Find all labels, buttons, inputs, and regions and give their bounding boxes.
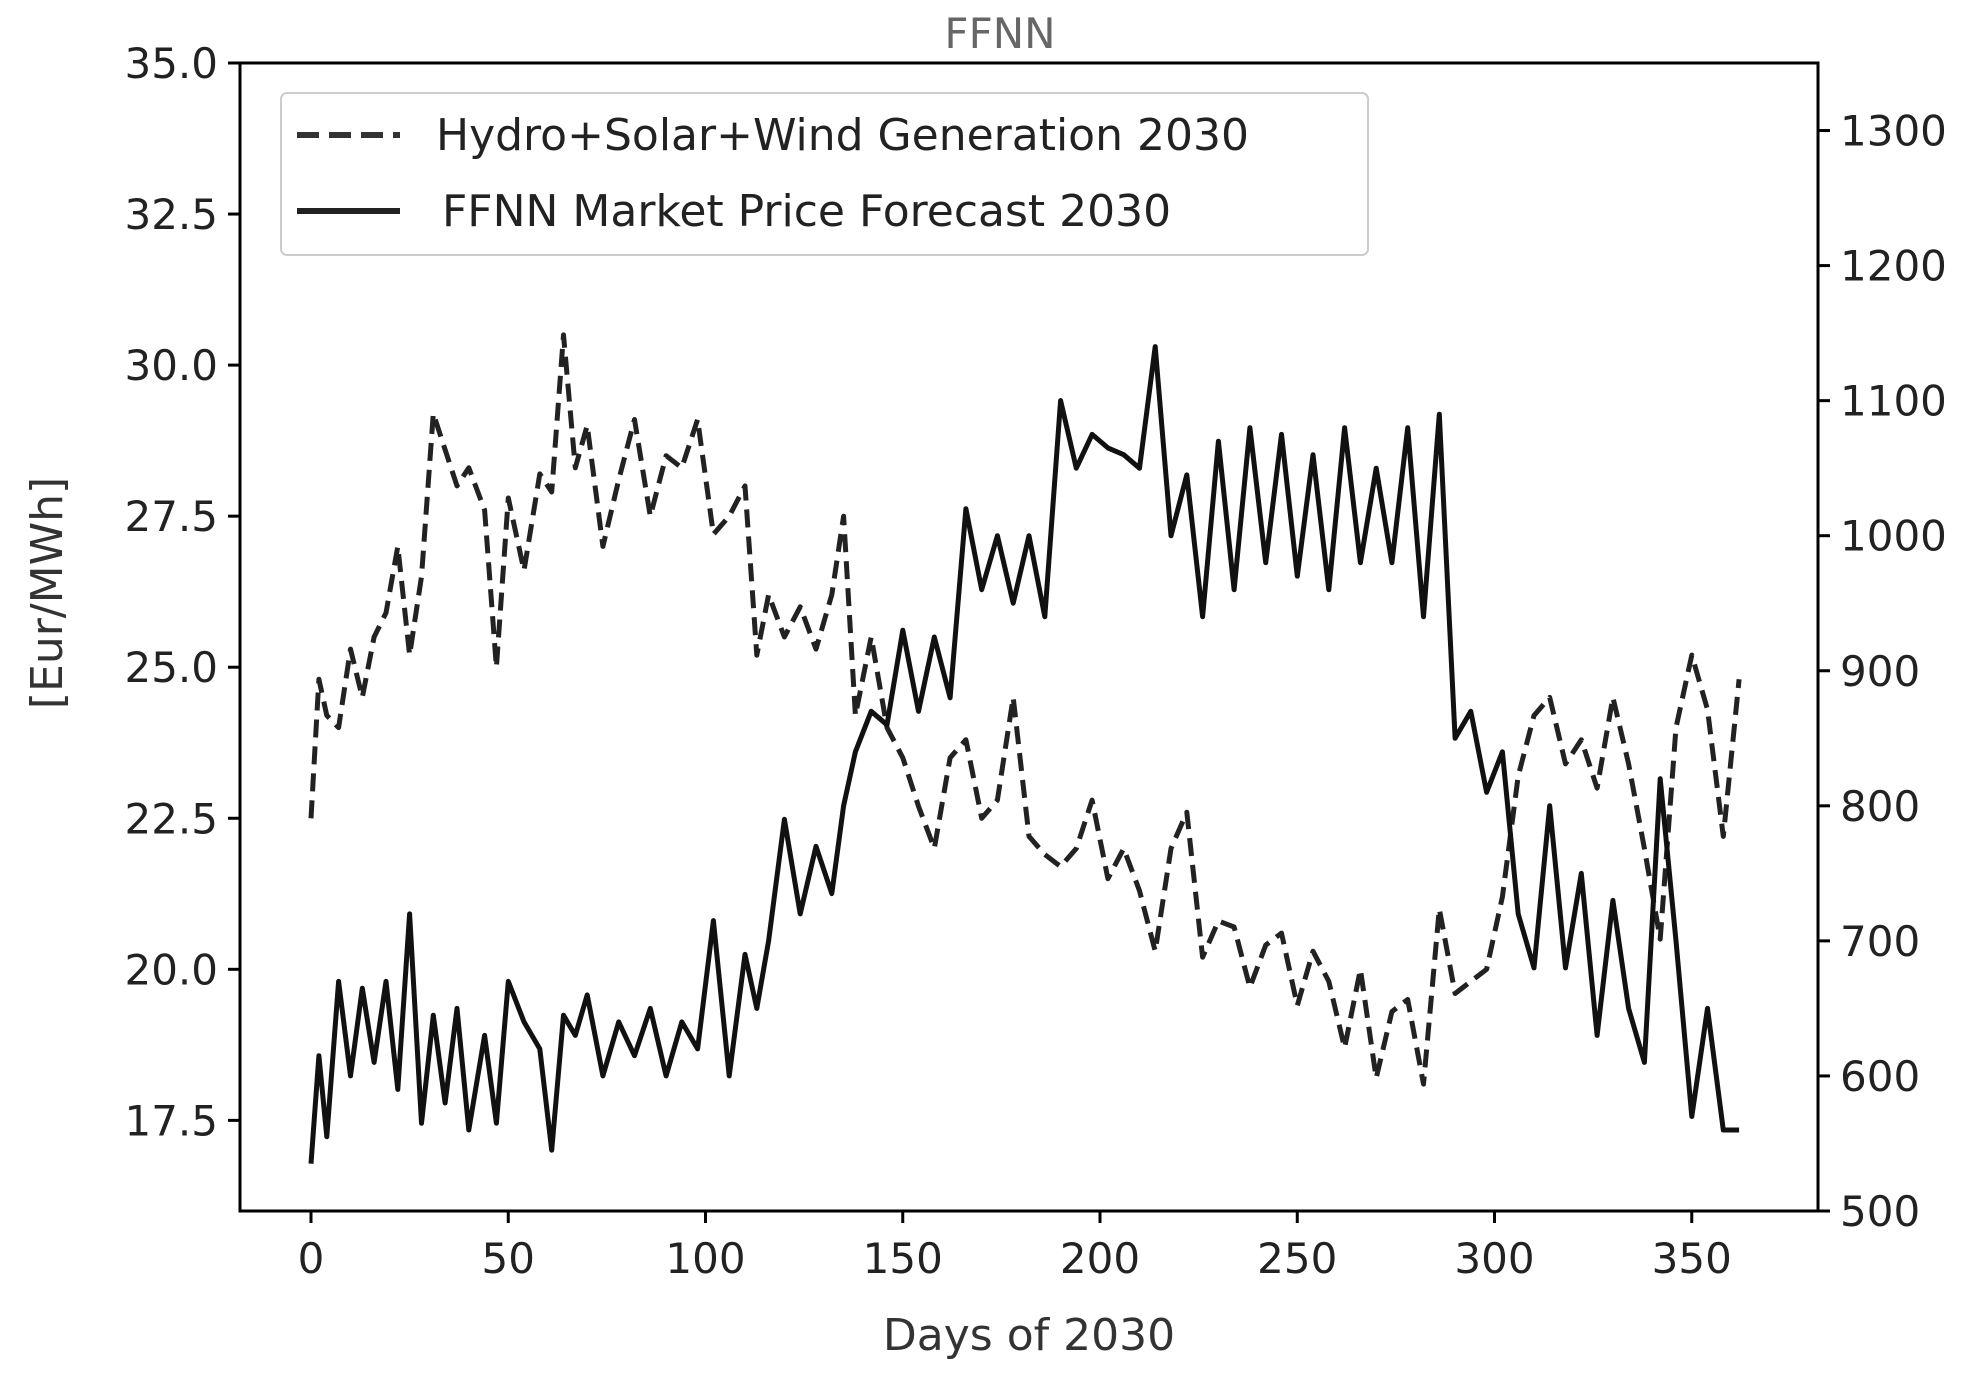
- series-generation-line: [308, 332, 1742, 1087]
- x-tick-label: 0: [298, 1234, 325, 1283]
- legend: Hydro+Solar+Wind Generation 2030 FFNN Ma…: [280, 92, 1369, 256]
- left-y-tick-label: 27.5: [124, 492, 218, 541]
- plot-frame: [238, 61, 1820, 1213]
- series-price-line: [308, 344, 1740, 1164]
- legend-label-generation: Hydro+Solar+Wind Generation 2030: [436, 110, 1249, 161]
- x-tick-label: 150: [863, 1234, 943, 1283]
- left-y-tick-label: 22.5: [124, 794, 218, 843]
- right-y-tick-label: 600: [1840, 1052, 1920, 1101]
- right-y-tick-label: 500: [1840, 1187, 1920, 1236]
- left-axis-ticks: 17.5 20.0 22.5 25.0 27.5 30.0 32.5 35.0: [124, 39, 240, 1145]
- right-y-tick-label: 1200: [1840, 242, 1947, 291]
- right-y-tick-label: 1300: [1840, 107, 1947, 156]
- series-layer: [308, 332, 1742, 1164]
- x-tick-label: 100: [665, 1234, 745, 1283]
- left-y-tick-label: 17.5: [124, 1096, 218, 1145]
- chart-title: FFNN: [944, 9, 1055, 58]
- left-y-tick-label: 32.5: [124, 190, 218, 239]
- right-y-tick-label: 800: [1840, 782, 1920, 831]
- x-tick-label: 250: [1257, 1234, 1337, 1283]
- left-y-tick-label: 35.0: [124, 39, 218, 88]
- right-y-tick-label: 900: [1840, 647, 1920, 696]
- legend-label-price: FFNN Market Price Forecast 2030: [442, 186, 1171, 237]
- x-axis-label: Days of 2030: [883, 1310, 1175, 1361]
- right-y-tick-label: 1000: [1840, 512, 1947, 561]
- y-axis-label: [Eur/MWh]: [22, 477, 73, 709]
- right-y-tick-label: 700: [1840, 917, 1920, 966]
- x-tick-label: 350: [1652, 1234, 1732, 1283]
- left-y-tick-label: 25.0: [124, 643, 218, 692]
- left-y-tick-label: 20.0: [124, 945, 218, 994]
- right-axis-ticks: 500 600 700 800 900 1000 1100 1200 1300: [1818, 107, 1947, 1236]
- right-y-tick-label: 1100: [1840, 377, 1947, 426]
- legend-box: [280, 92, 1369, 256]
- x-tick-label: 300: [1454, 1234, 1534, 1283]
- x-tick-label: 50: [482, 1234, 535, 1283]
- x-axis-ticks: 0 50 100 150 200 250 300 350: [298, 1211, 1732, 1283]
- left-y-tick-label: 30.0: [124, 341, 218, 390]
- x-tick-label: 200: [1060, 1234, 1140, 1283]
